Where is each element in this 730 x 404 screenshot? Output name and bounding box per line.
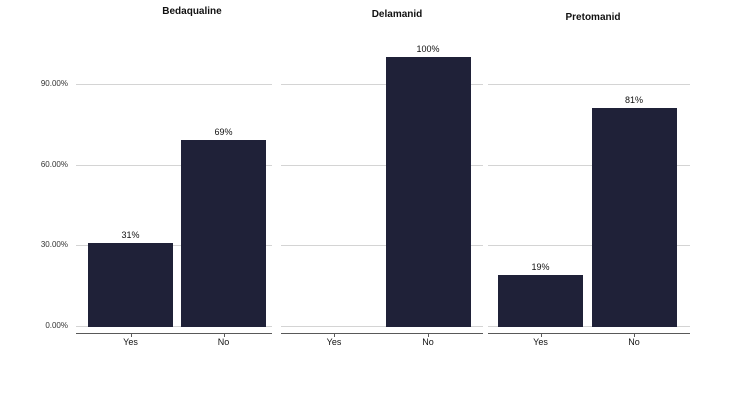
bar-value-label-bedaqualine-no: 69% [214,127,233,138]
facet-title: Bedaqualine [162,6,222,17]
gridline [76,245,272,246]
gridline [281,326,483,327]
x-axis-label-pretomanid-no: No [628,337,640,347]
bar-value-label-pretomanid-no: 81% [624,95,643,106]
bar-value-label-bedaqualine-yes: 31% [121,229,140,240]
bar-delamanid-no [385,57,471,327]
x-axis-line [281,333,483,334]
y-axis-tick-label: 90.00% [40,78,68,88]
x-axis-label-bedaqualine-yes: Yes [123,337,138,347]
gridline [281,245,483,246]
x-axis-tick [541,334,542,337]
bar-pretomanid-no [591,108,677,327]
gridline [76,326,272,327]
gridline [76,84,272,85]
bar-bedaqualine-yes [88,242,173,327]
x-axis-label-pretomanid-yes: Yes [533,337,548,347]
facet-title: Pretomanid [565,12,621,23]
x-axis-line [76,333,272,334]
y-axis-tick-label: 60.00% [40,159,68,169]
gridline [488,165,690,166]
bar-pretomanid-yes [498,274,583,327]
x-axis-line [488,333,690,334]
x-axis-label-delamanid-yes: Yes [326,337,342,347]
x-axis-label-delamanid-no: No [422,337,434,347]
gridline [488,326,690,327]
gridline [488,245,690,246]
x-axis-tick [224,334,225,337]
x-axis-label-bedaqualine-no: No [217,337,230,347]
x-axis-tick [334,334,335,337]
bar-value-label-delamanid-no: 100% [416,44,440,54]
y-axis-tick-label: 0.00% [45,321,68,330]
bar-bedaqualine-no [181,140,266,327]
gridline [281,84,483,85]
x-axis-tick [131,334,132,337]
bar-value-label-pretomanid-yes: 19% [531,261,550,272]
gridline [281,165,483,166]
gridline [76,165,272,166]
y-axis-tick-label: 30.00% [40,240,68,250]
x-axis-tick [428,334,429,337]
x-axis-tick [634,334,635,337]
facet-title: Delamanid [371,9,423,20]
gridline [488,84,690,85]
